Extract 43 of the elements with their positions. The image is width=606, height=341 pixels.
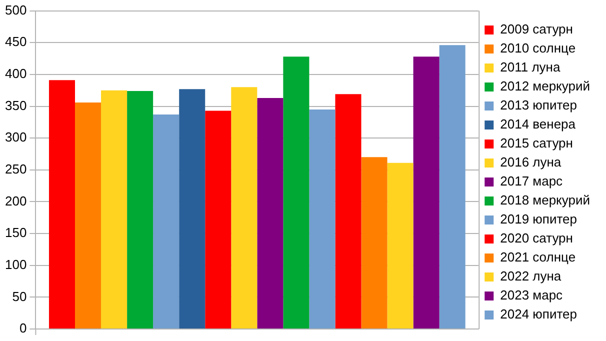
- bar: [205, 110, 232, 328]
- bar: [101, 90, 128, 328]
- bar: [361, 157, 388, 328]
- legend-label: 2009 сатурн: [500, 22, 573, 37]
- legend-label: 2013 юпитер: [500, 98, 577, 113]
- y-tick-label: 150: [4, 225, 27, 240]
- y-tick-label: 50: [12, 288, 27, 304]
- y-tick-label: 100: [4, 256, 27, 272]
- legend-label: 2010 солнце: [500, 40, 576, 56]
- y-tick-label: 350: [4, 98, 27, 113]
- y-tick-label: 0: [19, 320, 27, 336]
- bar: [257, 98, 284, 328]
- bar: [179, 89, 206, 328]
- legend-label: 2021 солнце: [500, 250, 576, 265]
- bar: [387, 162, 414, 328]
- legend-label: 2011 луна: [500, 60, 561, 75]
- legend-label: 2020 сатурн: [500, 230, 573, 246]
- y-tick-label: 450: [4, 34, 27, 50]
- bar: [439, 45, 466, 328]
- y-tick-label: 200: [4, 193, 27, 208]
- y-tick-label: 300: [4, 130, 27, 145]
- legend-label: 2023 марс: [500, 288, 564, 303]
- bar: [335, 94, 362, 328]
- bar: [231, 87, 258, 328]
- legend-label: 2016 луна: [500, 154, 562, 170]
- bar: [309, 109, 336, 328]
- legend-label: 2019 юпитер: [500, 212, 577, 227]
- bar: [153, 114, 180, 328]
- bar: [413, 56, 440, 328]
- legend-label: 2022 луна: [500, 268, 562, 284]
- bar: [283, 56, 310, 328]
- y-tick-label: 400: [4, 66, 27, 82]
- legend-label: 2015 сатурн: [500, 136, 573, 151]
- bar: [75, 102, 102, 328]
- legend-label: 2012 меркурий: [500, 78, 590, 94]
- legend-label: 2024 юпитер: [500, 306, 577, 322]
- legend-label: 2018 меркурий: [500, 192, 590, 208]
- y-tick-label: 250: [4, 161, 27, 176]
- bar: [48, 80, 75, 328]
- y-tick-label: 500: [4, 2, 27, 18]
- legend-label: 2014 венера: [500, 116, 576, 132]
- legend-label: 2017 марс: [500, 174, 564, 189]
- bar: [127, 90, 154, 328]
